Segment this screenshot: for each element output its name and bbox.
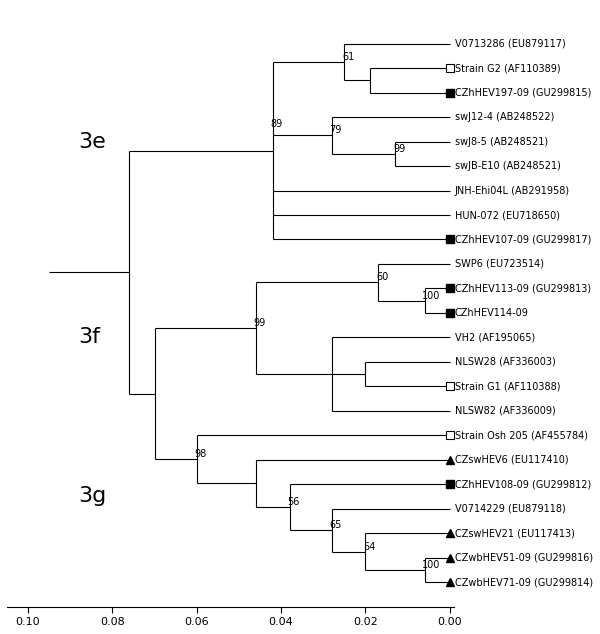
Text: NLSW82 (AF336009): NLSW82 (AF336009) <box>455 406 556 416</box>
Text: 100: 100 <box>422 290 441 301</box>
Text: 99: 99 <box>254 318 266 328</box>
Text: Strain G2 (AF110389): Strain G2 (AF110389) <box>455 63 560 73</box>
Text: 79: 79 <box>329 126 342 136</box>
Text: CZswHEV21 (EU117413): CZswHEV21 (EU117413) <box>455 528 575 538</box>
Text: 3g: 3g <box>79 486 107 507</box>
Text: CZhHEV114-09: CZhHEV114-09 <box>455 308 529 318</box>
Text: 99: 99 <box>393 144 405 154</box>
Text: CZhHEV197-09 (GU299815): CZhHEV197-09 (GU299815) <box>455 87 591 98</box>
Text: 65: 65 <box>329 520 342 530</box>
Text: swJB-E10 (AB248521): swJB-E10 (AB248521) <box>455 161 561 171</box>
Text: 60: 60 <box>376 273 388 282</box>
Text: CZwbHEV51-09 (GU299816): CZwbHEV51-09 (GU299816) <box>455 553 593 563</box>
Text: Strain Osh 205 (AF455784): Strain Osh 205 (AF455784) <box>455 430 588 440</box>
Text: 54: 54 <box>364 541 376 552</box>
Text: NLSW28 (AF336003): NLSW28 (AF336003) <box>455 357 556 367</box>
Text: Strain G1 (AF110388): Strain G1 (AF110388) <box>455 381 560 391</box>
Text: swJ12-4 (AB248522): swJ12-4 (AB248522) <box>455 112 554 122</box>
Text: 100: 100 <box>422 560 441 570</box>
Text: VH2 (AF195065): VH2 (AF195065) <box>455 332 535 342</box>
Text: CZhHEV113-09 (GU299813): CZhHEV113-09 (GU299813) <box>455 283 591 294</box>
Text: CZhHEV107-09 (GU299817): CZhHEV107-09 (GU299817) <box>455 235 591 245</box>
Text: 56: 56 <box>287 497 300 507</box>
Text: CZswHEV6 (EU117410): CZswHEV6 (EU117410) <box>455 455 569 465</box>
Text: V0713286 (EU879117): V0713286 (EU879117) <box>455 39 566 49</box>
Text: 89: 89 <box>271 119 283 129</box>
Text: CZhHEV108-09 (GU299812): CZhHEV108-09 (GU299812) <box>455 479 591 489</box>
Text: HUN-072 (EU718650): HUN-072 (EU718650) <box>455 210 560 220</box>
Text: JNH-Ehi04L (AB291958): JNH-Ehi04L (AB291958) <box>455 186 570 195</box>
Text: 3e: 3e <box>79 132 106 152</box>
Text: 61: 61 <box>342 52 355 62</box>
Text: V0714229 (EU879118): V0714229 (EU879118) <box>455 504 566 514</box>
Text: CZwbHEV71-09 (GU299814): CZwbHEV71-09 (GU299814) <box>455 577 593 587</box>
Text: 3f: 3f <box>79 327 101 347</box>
Text: SWP6 (EU723514): SWP6 (EU723514) <box>455 259 544 269</box>
Text: swJ8-5 (AB248521): swJ8-5 (AB248521) <box>455 136 548 146</box>
Text: 98: 98 <box>194 450 207 460</box>
